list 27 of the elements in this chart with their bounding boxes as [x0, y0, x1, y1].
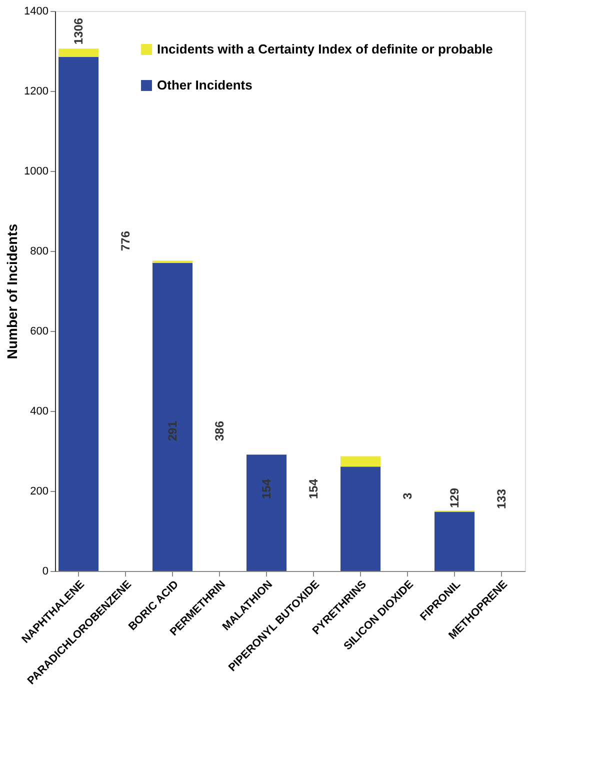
bar	[434, 512, 474, 571]
y-tick-label: 1400	[24, 6, 48, 18]
bar	[340, 466, 380, 571]
legend-label: Incidents with a Certainty Index of definite or probable	[157, 42, 493, 56]
y-tick-label: 0	[42, 566, 48, 578]
annotation: 154	[306, 478, 320, 500]
bar	[58, 57, 98, 571]
y-axis-title: Number of Incidents	[4, 224, 20, 360]
bar	[58, 48, 98, 57]
legend-label: Other Incidents	[157, 78, 252, 92]
y-tick-label: 600	[30, 326, 48, 338]
annotation: 386	[212, 420, 226, 442]
annotation: 291	[166, 420, 180, 442]
y-tick-label: 400	[30, 406, 48, 418]
annotation: 3	[400, 492, 414, 500]
bar	[152, 263, 192, 571]
y-tick-label: 1200	[24, 86, 48, 98]
annotation: 776	[118, 230, 132, 252]
annotation: 133	[494, 488, 508, 510]
y-tick-label: 800	[30, 246, 48, 258]
bar	[246, 454, 286, 571]
bar	[340, 456, 380, 467]
y-tick-label: 200	[30, 486, 48, 498]
annotation: 154	[260, 478, 274, 500]
annotation: 129	[448, 488, 462, 508]
annotation: 1306	[72, 18, 86, 45]
y-tick-label: 1000	[24, 166, 48, 178]
